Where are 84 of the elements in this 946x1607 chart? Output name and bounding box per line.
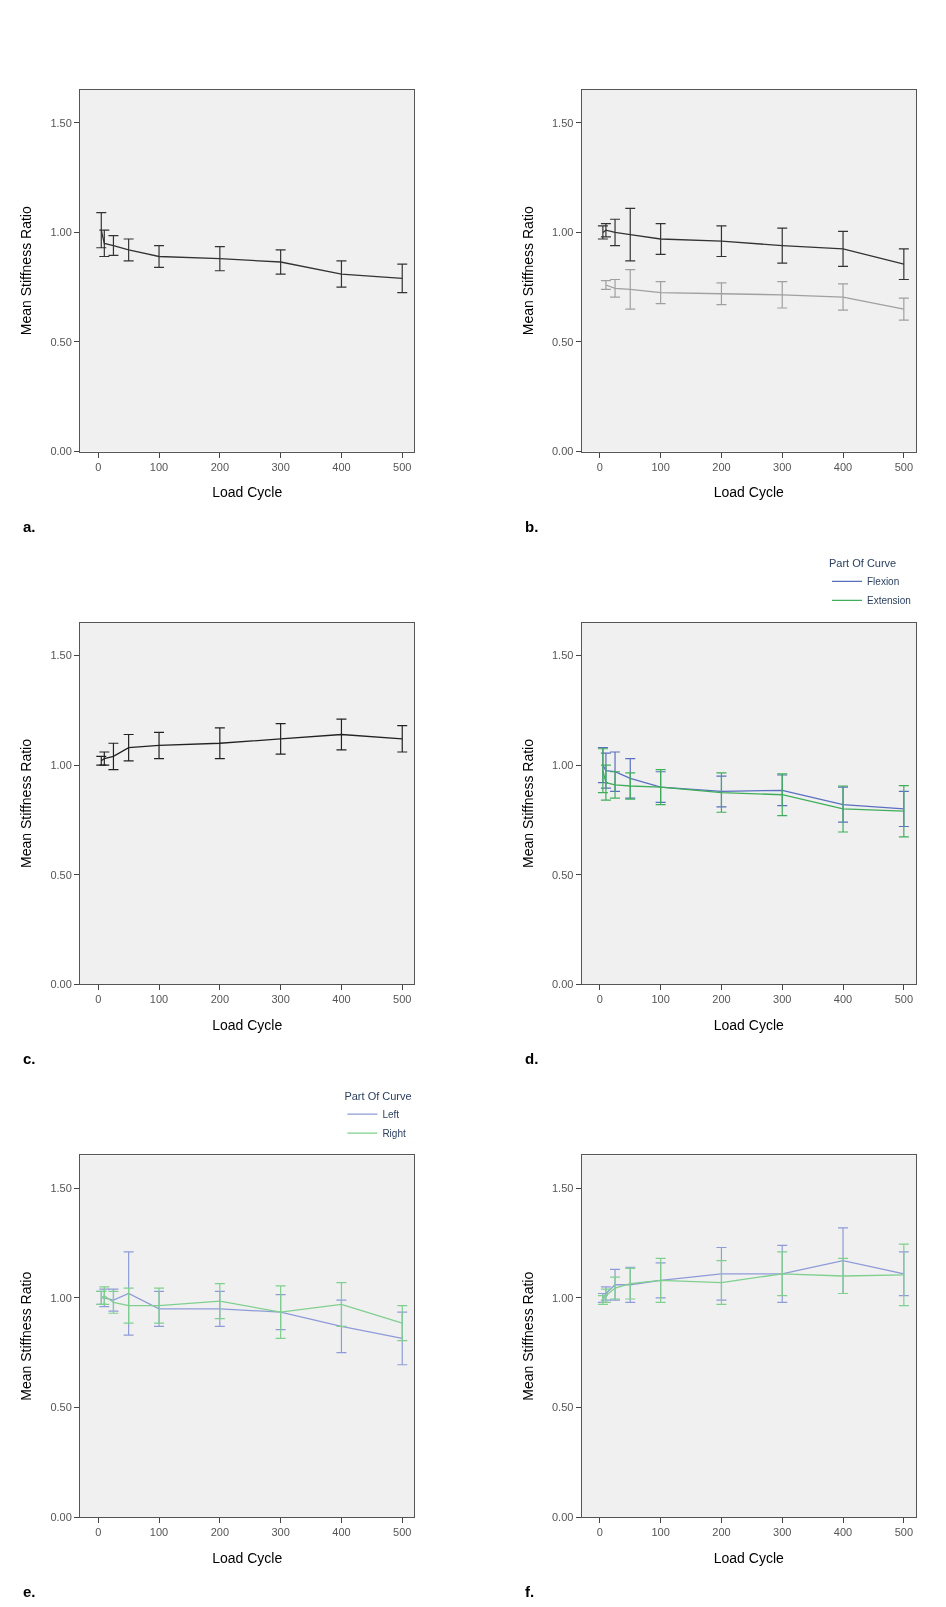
x-tick-label: 100 — [651, 1526, 670, 1539]
y-tick-label: 1.00 — [50, 1291, 72, 1304]
y-tick-label: 0.50 — [551, 335, 574, 348]
y-axis-title: Mean Stiffness Ratio — [519, 1271, 536, 1401]
x-tick-label: 0 — [95, 460, 102, 473]
legend-label: Left — [382, 1109, 400, 1121]
x-tick-label: 500 — [894, 993, 914, 1006]
x-tick-label: 200 — [712, 1526, 731, 1539]
x-axis-title: Load Cycle — [713, 1016, 785, 1033]
y-tick-label: 1.50 — [50, 649, 72, 662]
y-tick-label: 1.50 — [551, 1182, 574, 1195]
x-tick-label: 100 — [651, 993, 670, 1006]
y-tick-label: 1.50 — [50, 1182, 72, 1195]
y-tick-label: 1.00 — [50, 226, 72, 239]
x-tick-label: 400 — [833, 460, 853, 473]
x-tick-label: 100 — [149, 460, 169, 473]
y-axis-title: Mean Stiffness Ratio — [17, 206, 34, 336]
x-tick-label: 500 — [894, 1526, 914, 1539]
x-tick-label: 100 — [149, 1526, 169, 1539]
y-tick-label: 1.50 — [551, 116, 574, 129]
x-tick-label: 400 — [332, 460, 351, 473]
x-axis-title: Load Cycle — [713, 484, 785, 501]
text: b. — [525, 518, 539, 535]
y-tick-label: 1.00 — [551, 226, 574, 239]
x-tick-label: 400 — [332, 993, 351, 1006]
y-tick-label: 1.00 — [551, 759, 574, 772]
x-tick-label: 500 — [393, 460, 412, 473]
y-axis-title: Mean Stiffness Ratio — [519, 738, 536, 868]
x-tick-label: 0 — [596, 1526, 603, 1539]
x-tick-label: 300 — [773, 460, 792, 473]
x-tick-label: 300 — [773, 993, 792, 1006]
x-tick-label: 500 — [894, 460, 914, 473]
y-tick-label: 1.50 — [50, 116, 72, 129]
x-tick-label: 0 — [95, 993, 102, 1006]
y-tick-label: 1.50 — [551, 649, 574, 662]
x-tick-label: 0 — [596, 460, 603, 473]
x-tick-label: 200 — [210, 993, 230, 1006]
text: d. — [525, 1050, 539, 1067]
x-tick-label: 200 — [712, 460, 731, 473]
x-tick-label: 500 — [393, 993, 412, 1006]
text: a. — [23, 518, 36, 535]
y-tick-label: 1.00 — [50, 759, 72, 772]
legend-label: Right — [382, 1128, 406, 1140]
legend-label: Extension — [867, 595, 911, 607]
x-tick-label: 400 — [332, 1526, 351, 1539]
legend-label: Flexion — [867, 576, 900, 588]
x-axis-title: Load Cycle — [713, 1549, 785, 1566]
x-tick-label: 300 — [271, 993, 290, 1006]
y-tick-label: 0.00 — [551, 978, 574, 991]
x-tick-label: 300 — [271, 1526, 290, 1539]
y-tick-label: 0.00 — [50, 445, 72, 458]
y-axis-title: Mean Stiffness Ratio — [17, 738, 34, 868]
text: e. — [23, 1583, 36, 1600]
x-tick-label: 400 — [833, 993, 853, 1006]
y-tick-label: 0.50 — [50, 868, 72, 881]
x-tick-label: 400 — [833, 1526, 853, 1539]
legend-title: Part Of Curve — [344, 1089, 412, 1102]
x-tick-label: 300 — [271, 460, 290, 473]
x-tick-label: 500 — [393, 1526, 412, 1539]
y-tick-label: 0.50 — [50, 1401, 72, 1414]
y-axis-title: Mean Stiffness Ratio — [519, 206, 536, 336]
x-tick-label: 200 — [210, 1526, 230, 1539]
text: c. — [23, 1050, 36, 1067]
y-tick-label: 0.00 — [551, 445, 574, 458]
text: f. — [525, 1583, 535, 1600]
y-tick-label: 1.00 — [551, 1291, 574, 1304]
y-tick-label: 0.00 — [551, 1510, 574, 1523]
x-tick-label: 300 — [773, 1526, 792, 1539]
legend-title: Part Of Curve — [829, 556, 897, 569]
x-tick-label: 0 — [95, 1526, 102, 1539]
x-axis-title: Load Cycle — [212, 484, 283, 501]
y-tick-label: 0.00 — [50, 978, 72, 991]
y-tick-label: 0.50 — [551, 868, 574, 881]
x-tick-label: 100 — [149, 993, 169, 1006]
y-axis-title: Mean Stiffness Ratio — [17, 1271, 34, 1401]
y-tick-label: 0.00 — [50, 1510, 72, 1523]
x-axis-title: Load Cycle — [212, 1016, 283, 1033]
x-tick-label: 200 — [210, 460, 230, 473]
x-tick-label: 100 — [651, 460, 670, 473]
y-tick-label: 0.50 — [50, 335, 72, 348]
x-tick-label: 0 — [596, 993, 603, 1006]
x-axis-title: Load Cycle — [212, 1549, 283, 1566]
x-tick-label: 200 — [712, 993, 731, 1006]
y-tick-label: 0.50 — [551, 1401, 574, 1414]
